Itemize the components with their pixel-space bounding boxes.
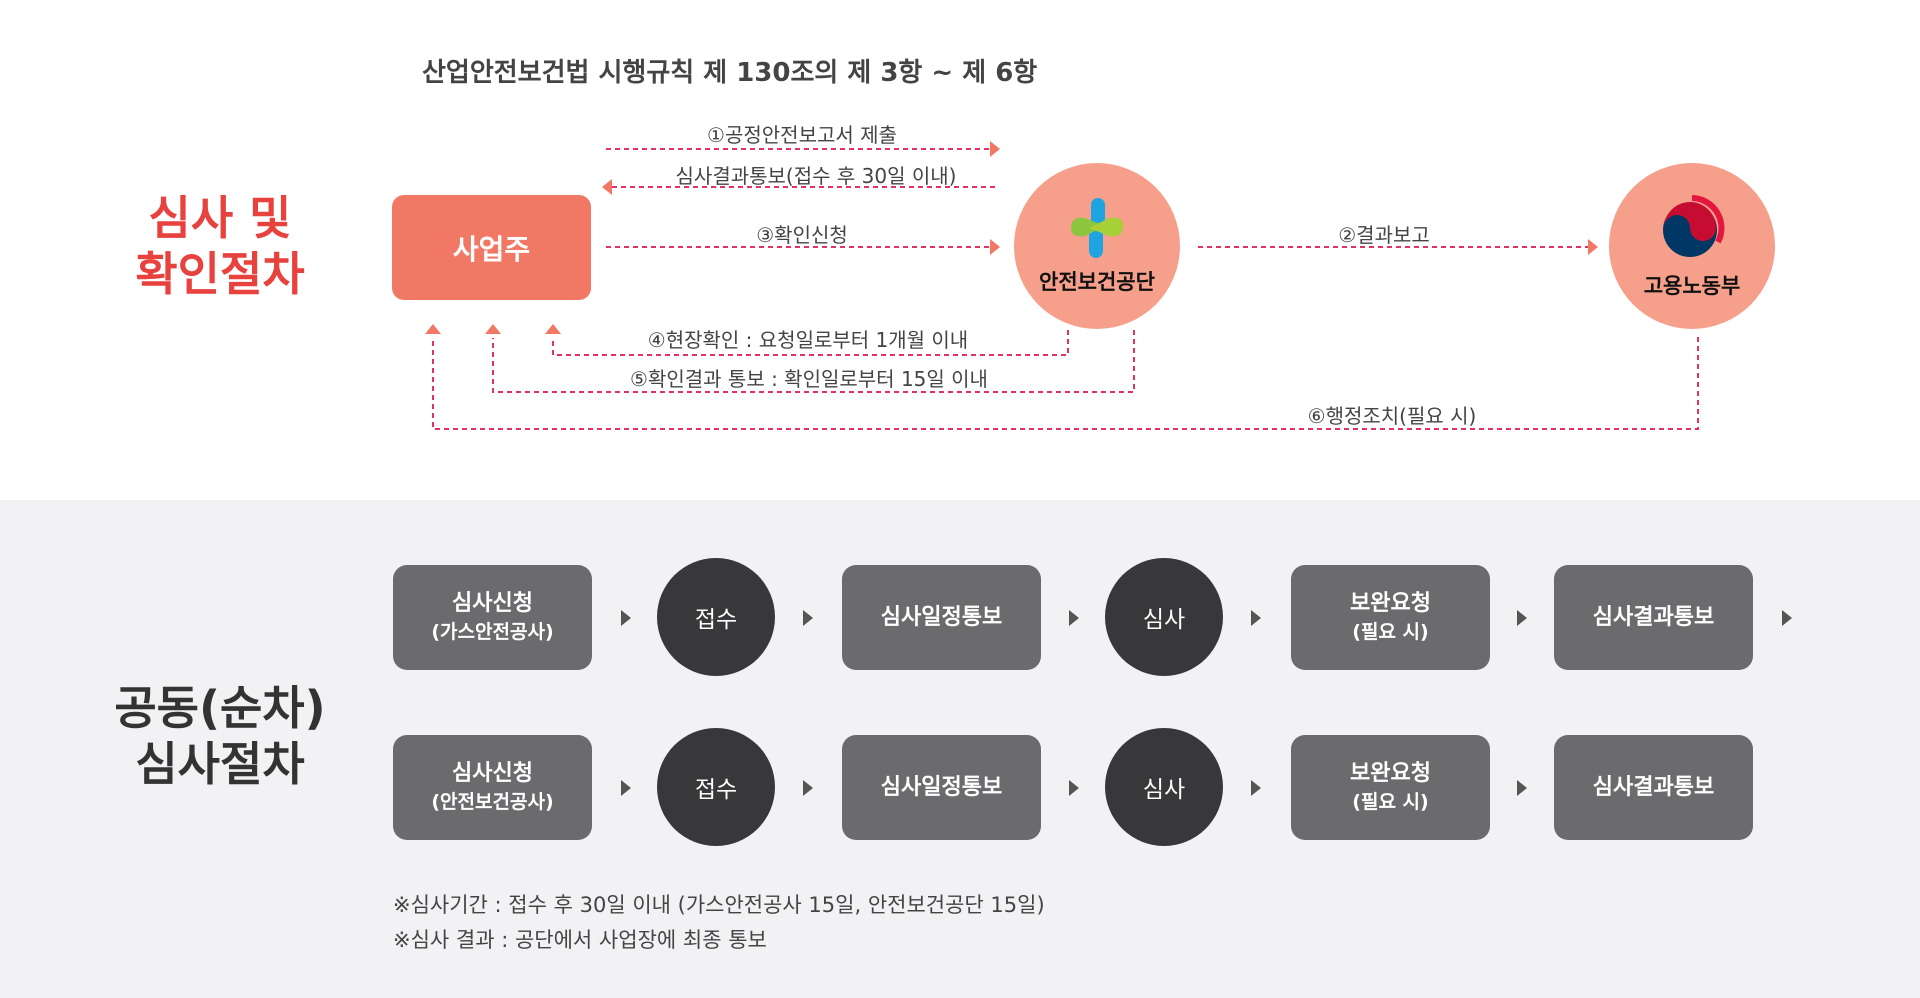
step-title: 보완요청 <box>1350 760 1431 786</box>
next-arrow-icon <box>1517 610 1527 626</box>
next-arrow-icon <box>1517 780 1527 796</box>
step-result: 심사결과통보 <box>1554 565 1753 670</box>
arrowhead-right <box>1588 239 1598 255</box>
arrow-line-4 <box>552 330 1069 356</box>
arrowhead-up <box>425 324 441 334</box>
step-title: 심사신청 <box>452 760 533 786</box>
heading-line: 공동(순차) <box>114 681 326 735</box>
arrowhead-right <box>990 239 1000 255</box>
next-arrow-icon <box>621 780 631 796</box>
step-title: 심사결과통보 <box>1592 604 1715 630</box>
section-heading-review: 심사 및 확인절차 <box>70 190 370 302</box>
heading-line: 확인절차 <box>135 247 305 301</box>
label-site-check: ④현장확인 : 요청일로부터 1개월 이내 <box>647 328 969 352</box>
note-review-result: ※심사 결과 : 공단에서 사업장에 최종 통보 <box>393 928 767 952</box>
step-result: 심사결과통보 <box>1554 735 1753 840</box>
step-review: 심사 <box>1105 558 1223 676</box>
step-review: 심사 <box>1105 728 1223 846</box>
step-schedule: 심사일정통보 <box>842 565 1041 670</box>
label-result-notice: 심사결과통보(접수 후 30일 이내) <box>675 164 957 188</box>
step-receipt: 접수 <box>657 728 775 846</box>
note-review-period: ※심사기간 : 접수 후 30일 이내 (가스안전공사 15일, 안전보건공단 … <box>393 893 1045 917</box>
step-title: 심사신청 <box>452 590 533 616</box>
next-arrow-icon <box>1251 780 1261 796</box>
step-sub: (필요 시) <box>1352 620 1429 643</box>
review-confirmation-section <box>0 0 1920 500</box>
next-arrow-icon <box>1069 780 1079 796</box>
step-title: 심사일정통보 <box>880 774 1003 800</box>
heading-line: 심사절차 <box>135 737 305 791</box>
step-sub: (안전보건공사) <box>431 790 554 813</box>
step-schedule: 심사일정통보 <box>842 735 1041 840</box>
next-arrow-icon <box>1251 610 1261 626</box>
arrow-line-6 <box>432 337 1699 430</box>
arrowhead-left <box>602 179 612 195</box>
label-admin-action: ⑥행정조치(필요 시) <box>1307 404 1477 428</box>
step-title: 심사결과통보 <box>1592 774 1715 800</box>
flow-arrows <box>425 141 1699 430</box>
taegeuk-government-logo-icon <box>1663 195 1725 257</box>
business-owner-box: 사업주 <box>392 195 591 300</box>
arrowhead-up <box>485 324 501 334</box>
section-heading-joint: 공동(순차) 심사절차 <box>70 680 370 792</box>
step-title: 보완요청 <box>1350 590 1431 616</box>
step-apply: 심사신청 (가스안전공사) <box>393 565 592 670</box>
kosha-cross-logo-icon <box>1071 198 1123 258</box>
arrow-line-5 <box>492 330 1135 393</box>
arrowhead-right <box>990 141 1000 157</box>
moel-name: 고용노동부 <box>1643 274 1741 298</box>
step-sub: (필요 시) <box>1352 790 1429 813</box>
heading-line: 심사 및 <box>148 191 292 245</box>
kosha-node: 안전보건공단 <box>1014 163 1180 329</box>
next-arrow-icon <box>803 780 813 796</box>
kosha-name: 안전보건공단 <box>1039 270 1155 294</box>
next-arrow-icon <box>1069 610 1079 626</box>
step-supplement: 보완요청 (필요 시) <box>1291 735 1490 840</box>
label-submit-report: ①공정안전보고서 제출 <box>707 123 897 147</box>
next-arrow-icon <box>621 610 631 626</box>
page-title: 산업안전보건법 시행규칙 제 130조의 제 3항 ~ 제 6항 <box>422 58 1038 88</box>
arrowhead-up <box>545 324 561 334</box>
next-arrow-icon <box>803 610 813 626</box>
label-confirm-result: ⑤확인결과 통보 : 확인일로부터 15일 이내 <box>630 367 988 391</box>
step-sub: (가스안전공사) <box>431 620 554 643</box>
step-supplement: 보완요청 (필요 시) <box>1291 565 1490 670</box>
step-apply: 심사신청 (안전보건공사) <box>393 735 592 840</box>
step-receipt: 접수 <box>657 558 775 676</box>
moel-node: 고용노동부 <box>1609 163 1775 329</box>
label-result-report: ②결과보고 <box>1338 223 1430 247</box>
step-title: 심사일정통보 <box>880 604 1003 630</box>
label-confirm-request: ③확인신청 <box>756 223 848 247</box>
next-arrow-icon <box>1782 610 1792 626</box>
